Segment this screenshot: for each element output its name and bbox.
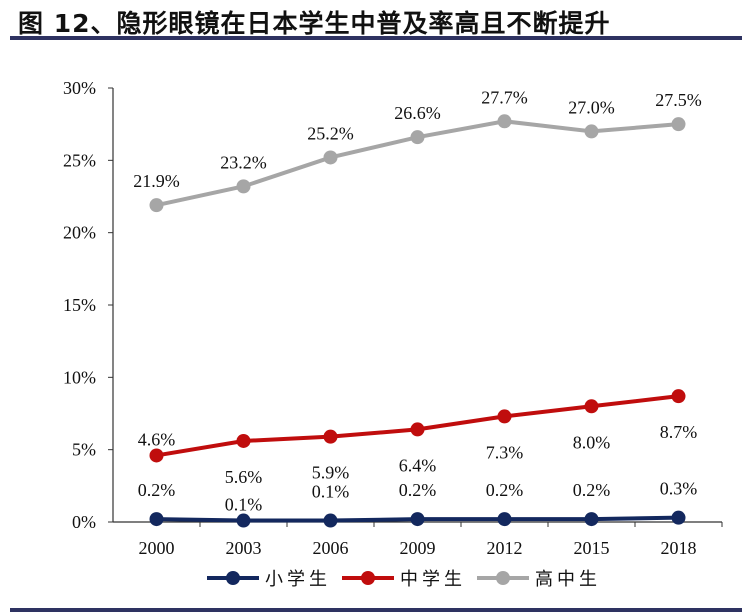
data-label: 27.5% (655, 90, 702, 110)
x-tick-label: 2003 (226, 538, 262, 558)
legend-marker (496, 571, 510, 585)
top-rule (10, 36, 742, 40)
y-tick-label: 0% (72, 512, 96, 532)
data-point (584, 399, 599, 414)
x-tick-label: 2015 (574, 538, 610, 558)
x-tick-label: 2000 (139, 538, 175, 558)
data-point (671, 510, 686, 525)
data-label: 5.6% (225, 467, 263, 487)
data-label: 0.1% (312, 482, 350, 502)
data-label: 7.3% (486, 442, 524, 462)
y-tick-label: 20% (63, 223, 96, 243)
legend-marker (226, 571, 240, 585)
data-point (149, 198, 164, 213)
data-label: 5.9% (312, 463, 350, 483)
data-point (323, 429, 338, 444)
figure-title: 图 12、隐形眼镜在日本学生中普及率高且不断提升 (18, 9, 611, 38)
data-label: 8.0% (573, 432, 611, 452)
data-label: 23.2% (220, 152, 267, 172)
data-point (323, 513, 338, 528)
data-label: 6.4% (399, 455, 437, 475)
data-point (410, 512, 425, 527)
x-tick-label: 2009 (400, 538, 436, 558)
data-point (497, 409, 512, 424)
y-tick-label: 15% (63, 295, 96, 315)
data-point (584, 124, 599, 139)
data-point (236, 513, 251, 528)
data-label: 26.6% (394, 103, 441, 123)
data-point (236, 433, 251, 448)
data-point (584, 512, 599, 527)
data-label: 0.2% (138, 480, 176, 500)
data-point (671, 389, 686, 404)
data-point (497, 512, 512, 527)
x-tick-label: 2018 (661, 538, 697, 558)
data-label: 21.9% (133, 171, 180, 191)
legend-marker (361, 571, 375, 585)
data-label: 8.7% (660, 422, 698, 442)
data-label: 0.2% (399, 480, 437, 500)
y-tick-label: 10% (63, 367, 96, 387)
data-label: 27.0% (568, 97, 615, 117)
data-point (497, 114, 512, 129)
bottom-rule (10, 608, 742, 612)
data-label: 0.1% (225, 495, 263, 515)
y-tick-label: 30% (63, 78, 96, 98)
y-tick-label: 5% (72, 440, 96, 460)
data-point (236, 179, 251, 194)
data-point (323, 150, 338, 165)
data-label: 0.2% (486, 480, 524, 500)
data-label: 0.2% (573, 480, 611, 500)
data-label: 0.3% (660, 479, 698, 499)
data-label: 4.6% (138, 429, 176, 449)
legend-label: 小学生 (265, 569, 331, 589)
data-point (149, 512, 164, 527)
x-tick-label: 2012 (487, 538, 523, 558)
data-point (149, 448, 164, 463)
data-label: 25.2% (307, 123, 354, 143)
data-label: 27.7% (481, 87, 528, 107)
y-tick-label: 25% (63, 150, 96, 170)
legend-label: 中学生 (400, 569, 466, 589)
data-point (410, 130, 425, 145)
data-point (410, 422, 425, 437)
x-tick-label: 2006 (313, 538, 349, 558)
data-point (671, 117, 686, 132)
legend-label: 高中生 (535, 569, 601, 589)
